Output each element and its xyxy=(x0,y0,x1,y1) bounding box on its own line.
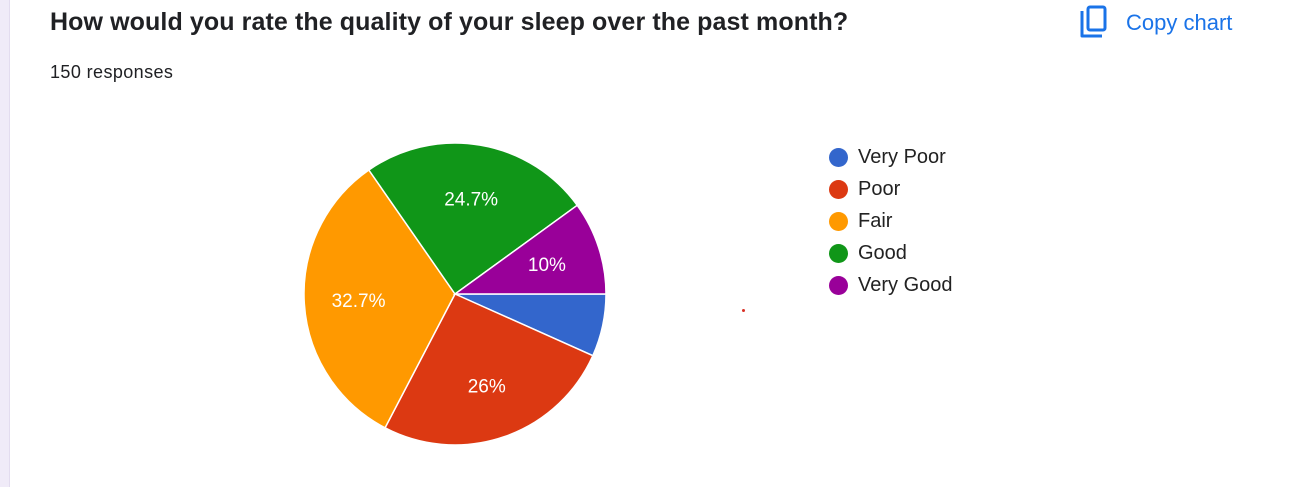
response-count: 150 responses xyxy=(50,62,174,82)
pie-slice-good[interactable] xyxy=(367,142,579,296)
legend-item-very-poor[interactable]: Very Poor xyxy=(829,141,953,173)
legend-label: Very Good xyxy=(858,273,953,296)
legend-swatch xyxy=(829,275,848,295)
legend-label: Fair xyxy=(858,209,893,232)
legend-swatch xyxy=(829,147,848,167)
legend-label: Poor xyxy=(858,177,901,200)
legend-swatch xyxy=(829,179,848,199)
legend-item-good[interactable]: Good xyxy=(829,237,953,269)
pie-label-good: 24.7% xyxy=(444,190,498,211)
pie-label-very-good: 10% xyxy=(528,255,566,276)
chart-legend: Very Poor Poor Fair Good Very Good xyxy=(829,141,953,301)
pie-label-poor: 26% xyxy=(468,376,506,397)
legend-item-fair[interactable]: Fair xyxy=(829,205,953,237)
copy-chart-button[interactable]: Copy chart xyxy=(1074,3,1236,43)
pie-label-fair: 32.7% xyxy=(332,291,386,312)
legend-label: Very Poor xyxy=(858,145,946,168)
legend-label: Good xyxy=(858,241,907,264)
pie-slice-fair[interactable] xyxy=(303,168,456,429)
copy-icon xyxy=(1078,5,1110,41)
copy-chart-label: Copy chart xyxy=(1126,10,1233,35)
pie-chart: 26% 32.7% 24.7% 10% xyxy=(303,142,607,446)
question-title: How would you rate the quality of your s… xyxy=(50,8,849,36)
pie-slice-very-good[interactable] xyxy=(452,204,607,295)
stray-mark xyxy=(742,309,745,312)
pie-slice-poor[interactable] xyxy=(384,293,594,446)
legend-item-poor[interactable]: Poor xyxy=(829,173,953,205)
form-left-rail xyxy=(0,0,10,487)
legend-item-very-good[interactable]: Very Good xyxy=(829,269,953,301)
legend-swatch xyxy=(829,243,848,263)
legend-swatch xyxy=(829,211,848,231)
